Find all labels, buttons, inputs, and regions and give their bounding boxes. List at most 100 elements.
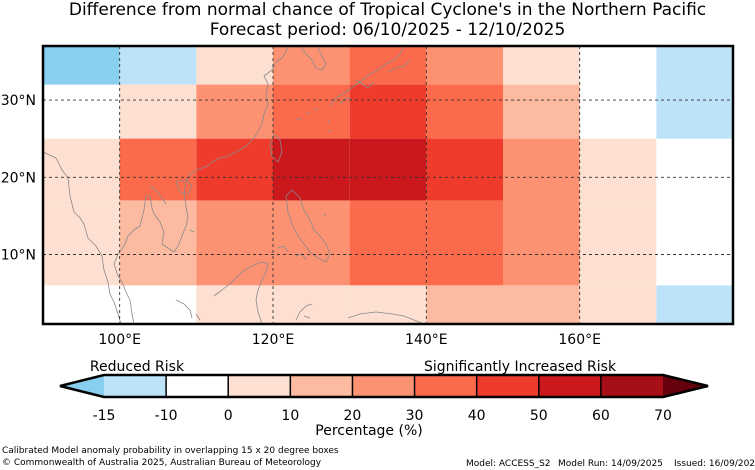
anomaly-cell: [273, 84, 350, 139]
anomaly-cell: [349, 254, 427, 286]
anomaly-cell: [503, 46, 580, 85]
anomaly-cell: [426, 285, 503, 324]
colorbar-tick-label: 20: [344, 408, 362, 424]
anomaly-cell: [349, 200, 427, 255]
latitude-ticks: 30°N 20°N 10°N: [1, 93, 36, 263]
anomaly-cell: [349, 84, 427, 139]
anomaly-cell: [656, 84, 733, 139]
latitude-tick-label: 30°N: [1, 93, 36, 109]
colorbar-outline: [59, 373, 709, 399]
anomaly-cell: [349, 285, 427, 324]
latitude-tick-label: 10°N: [1, 248, 36, 264]
colorbar-tick-label: 30: [406, 408, 424, 424]
anomaly-cell: [43, 46, 120, 85]
anomaly-cell: [273, 46, 350, 85]
anomaly-cell: [43, 200, 120, 255]
issued-date: Issued: 16/09/2025: [674, 459, 755, 469]
coastline-philippines: [277, 189, 331, 263]
latitude-tick-label: 20°N: [1, 170, 36, 186]
anomaly-cell: [119, 46, 197, 85]
anomaly-cell: [196, 200, 273, 255]
model-run-date: Model Run: 14/09/2025: [558, 459, 663, 469]
colorbar-under-arrow: [60, 375, 104, 397]
anomaly-cell: [273, 285, 350, 324]
colorbar-band: [476, 375, 539, 397]
coastline-taiwan: [269, 133, 283, 163]
anomaly-cell: [579, 254, 657, 286]
colorbar-right-label: Significantly Increased Risk: [424, 359, 617, 375]
anomaly-cell: [119, 254, 197, 286]
anomaly-cell: [196, 84, 273, 139]
method-note: Calibrated Model anomaly probability in …: [2, 446, 339, 456]
coastline-new-guinea: [347, 311, 425, 324]
anomaly-cell: [426, 84, 503, 139]
anomaly-cell: [579, 200, 657, 255]
coastline-korea: [299, 46, 327, 71]
anomaly-cell: [273, 200, 350, 255]
colorbar-over-arrow: [663, 375, 708, 397]
anomaly-cell: [119, 200, 197, 255]
colorbar-band: [228, 375, 291, 397]
anomaly-cell: [349, 46, 427, 85]
map-frame: [41, 44, 735, 326]
colorbar-band: [104, 375, 167, 397]
anomaly-cell: [273, 138, 350, 201]
anomaly-cell: [196, 285, 273, 324]
anomaly-cell: [119, 138, 197, 201]
anomaly-cell: [579, 138, 657, 201]
anomaly-cell: [656, 285, 733, 324]
anomaly-cell: [43, 138, 120, 201]
anomaly-cell: [196, 254, 273, 286]
colorbar-axis-label: Percentage (%): [315, 423, 422, 439]
model-name: Model: ACCESS_S2: [466, 459, 551, 469]
colorbar-band: [414, 375, 477, 397]
anomaly-cell: [426, 200, 503, 255]
anomaly-cell: [273, 254, 350, 286]
colorbar-band: [538, 375, 601, 397]
coastline-ryukyu: [295, 107, 319, 121]
anomaly-cell: [426, 138, 503, 201]
coastline-asia-mainland: [43, 46, 289, 324]
map-title: Difference from normal chance of Tropica…: [68, 0, 707, 20]
coastlines: [43, 46, 425, 324]
coastline-hainan: [175, 179, 193, 195]
anomaly-cell: [579, 285, 657, 324]
colorbar-tick-label: 10: [281, 408, 299, 424]
coastline-small-islands: [189, 119, 332, 233]
longitude-tick-label: 140°E: [405, 332, 448, 348]
coastline-sumatra-java: [175, 299, 201, 321]
anomaly-cell: [43, 254, 120, 286]
colorbar-tick-label: -10: [155, 408, 178, 424]
anomaly-cell: [196, 46, 273, 85]
anomaly-cell: [656, 46, 733, 85]
colorbar-left-label: Reduced Risk: [90, 359, 185, 375]
longitude-tick-label: 160°E: [558, 332, 601, 348]
anomaly-cell: [503, 285, 580, 324]
colorbar-tick-label: 70: [654, 408, 672, 424]
colorbar-band: [166, 375, 229, 397]
copyright-note: © Commonwealth of Australia 2025, Austra…: [2, 458, 322, 468]
anomaly-cell: [349, 138, 427, 201]
colorbar-tick-label: -15: [93, 408, 116, 424]
anomaly-cell: [196, 138, 273, 201]
anomaly-cell: [119, 84, 197, 139]
forecast-period: Forecast period: 06/10/2025 - 12/10/2025: [209, 20, 566, 40]
anomaly-cell: [503, 200, 580, 255]
anomaly-cell: [426, 46, 503, 85]
colorbar: -15 -10 0 10 20 30 40 50 60 70: [59, 373, 709, 424]
longitude-tick-label: 100°E: [98, 332, 141, 348]
colorbar-band: [352, 375, 415, 397]
coastline-borneo: [213, 261, 269, 324]
longitude-ticks: 100°E 120°E 140°E 160°E: [98, 332, 601, 348]
coastline-sulawesi: [295, 303, 313, 321]
longitude-tick-label: 120°E: [252, 332, 295, 348]
coastline-vietnam-bay: [149, 185, 167, 205]
graticule: [43, 46, 733, 324]
colorbar-band: [600, 375, 663, 397]
anomaly-cell: [426, 254, 503, 286]
colorbar-band: [290, 375, 353, 397]
colorbar-tick-label: 60: [592, 408, 610, 424]
coastline-japan: [329, 46, 411, 107]
anomaly-cell: [503, 138, 580, 201]
